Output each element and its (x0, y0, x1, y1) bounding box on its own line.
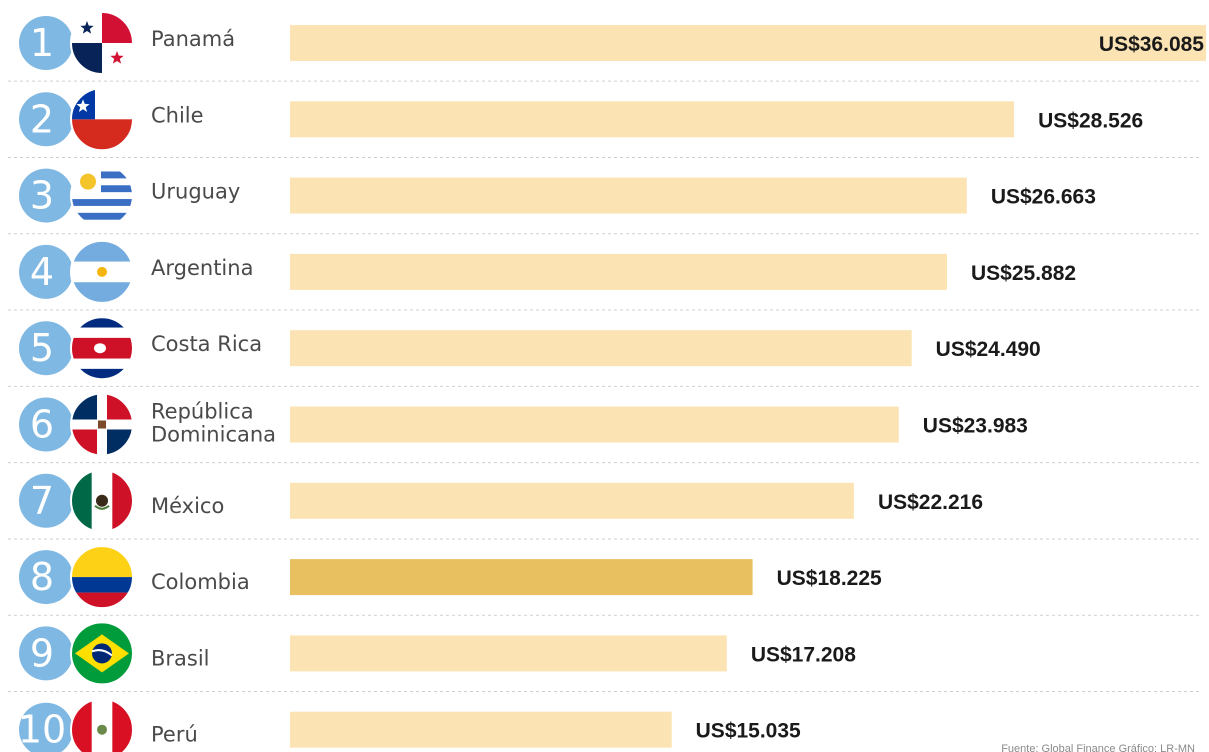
rank-badge (19, 168, 73, 223)
value-label: US$36.085 (1099, 33, 1204, 56)
chart-row: 7 México US$22.216 (8, 468, 1200, 540)
peru-flag-icon (70, 697, 134, 752)
country-label: Uruguay (151, 180, 240, 204)
value-label: US$15.035 (696, 720, 801, 743)
uruguay-flag-icon (70, 163, 134, 228)
rank-number: 4 (30, 250, 54, 294)
costa-rica-flag-icon (70, 316, 134, 381)
rank-badge (19, 92, 73, 147)
rank-number: 10 (18, 708, 66, 752)
value-label: US$18.225 (777, 567, 882, 590)
chart-row: 2 Chile US$28.526 (8, 87, 1200, 158)
source-note: Fuente: Global Finance Gráfico: LR-MN (1001, 743, 1195, 752)
value-label: US$24.490 (936, 338, 1041, 361)
country-label: Perú (151, 723, 198, 747)
country-label: Argentina (151, 256, 253, 280)
rank-number: 3 (30, 174, 54, 218)
rank-badge (19, 702, 73, 752)
rank-number: 2 (30, 97, 54, 141)
panama-flag-icon (70, 11, 134, 75)
country-label: Panamá (151, 27, 235, 51)
rank-number: 1 (30, 21, 54, 65)
country-label: México (151, 494, 224, 518)
rank-badge (19, 473, 73, 528)
brazil-flag-icon (70, 621, 134, 686)
bar (290, 177, 967, 214)
country-label: Colombia (151, 570, 250, 594)
chart-row: 1 Panamá US$36.085 (8, 11, 1206, 82)
chart-row: 5 Costa Rica US$24.490 (8, 316, 1200, 387)
rank-badge (19, 244, 73, 299)
argentina-flag-icon (70, 239, 134, 304)
chart-row: 8 Colombia US$18.225 (8, 545, 1200, 616)
bar (290, 711, 672, 748)
bar (290, 559, 753, 596)
colombia-flag-icon (70, 545, 134, 610)
chart-row: 6 República Dominicana US$23.983 (8, 392, 1200, 464)
country-label: Costa Rica (151, 332, 262, 356)
value-label: US$26.663 (991, 186, 1096, 209)
bar (290, 253, 947, 290)
rank-number: 7 (30, 479, 54, 523)
rank-number: 9 (30, 631, 54, 675)
chart-row: 10 Perú US$15.035 (18, 697, 801, 752)
rank-badge (19, 550, 73, 605)
chile-flag-icon (70, 87, 134, 152)
value-label: US$28.526 (1038, 109, 1143, 132)
rank-badge (19, 397, 73, 452)
rank-badge (19, 321, 73, 376)
rank-number: 8 (30, 555, 54, 599)
country-label: República Dominicana (151, 400, 276, 447)
rank-badge (19, 626, 73, 681)
value-label: US$22.216 (878, 491, 983, 514)
bar (290, 635, 727, 672)
rank-number: 6 (30, 403, 54, 447)
value-label: US$23.983 (923, 415, 1028, 438)
rank-badge (19, 16, 73, 70)
mexico-flag-icon (70, 468, 134, 533)
value-label: US$25.882 (971, 262, 1076, 285)
value-label: US$17.208 (751, 643, 856, 666)
bar (290, 330, 912, 367)
dominican-republic-flag-icon (70, 392, 134, 457)
rank-number: 5 (30, 326, 54, 370)
bar (290, 482, 854, 519)
bar (290, 101, 1015, 138)
country-label: Chile (151, 103, 204, 127)
country-label: Brasil (151, 646, 210, 670)
chart-row: 9 Brasil US$17.208 (8, 621, 1200, 693)
chart-row: 3 Uruguay US$26.663 (8, 163, 1200, 235)
bar (290, 406, 899, 443)
bar (290, 25, 1206, 61)
chart-row: 4 Argentina US$25.882 (8, 239, 1200, 311)
